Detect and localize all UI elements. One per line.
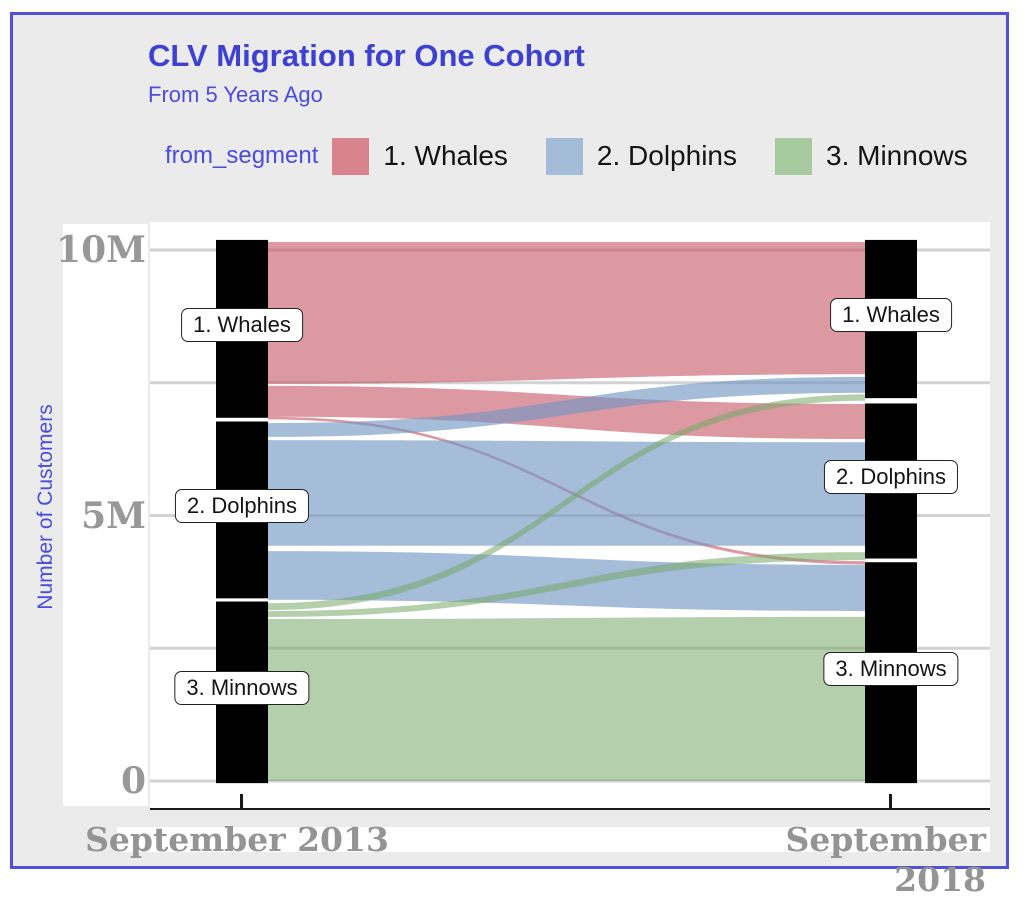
legend-item-minnows: 3. Minnows xyxy=(775,137,968,175)
minnows-swatch-icon xyxy=(775,137,812,175)
legend-label-whales: 1. Whales xyxy=(383,140,508,171)
x-axis-tick-2018 xyxy=(889,794,892,808)
legend-title: from_segment xyxy=(165,142,319,169)
node-label-left-minnows: 3. Minnows xyxy=(174,671,310,706)
node-label-right-minnows: 3. Minnows xyxy=(823,651,959,686)
legend-label-minnows: 3. Minnows xyxy=(826,140,968,171)
plot-panel xyxy=(150,222,990,810)
y-tick-label-10m: 10M xyxy=(56,229,146,271)
flow-minnows-to-minnows xyxy=(268,616,865,781)
y-tick-label-5m: 5M xyxy=(81,494,146,537)
flow-whales-to-whales xyxy=(268,242,865,384)
flow-minnows-to-whales xyxy=(268,394,865,611)
x-axis-label-september-2018: September 2018 xyxy=(785,820,986,899)
legend-item-dolphins: 2. Dolphins xyxy=(545,137,737,175)
x-axis-label-september-2013: September 2013 xyxy=(85,820,389,859)
flow-dolphins-to-whales xyxy=(268,376,865,437)
chart-subtitle: From 5 Years Ago xyxy=(148,82,323,107)
legend-label-dolphins: 2. Dolphins xyxy=(596,140,737,171)
flow-minnows-to-dolphins xyxy=(268,552,865,617)
y-axis-title: Number of Customers xyxy=(34,404,57,610)
node-label-left-dolphins: 2. Dolphins xyxy=(174,488,310,523)
whales-swatch-icon xyxy=(332,137,370,175)
x-axis-tick-2013 xyxy=(240,794,243,808)
x-axis-label-background xyxy=(117,827,990,852)
dolphins-swatch-icon xyxy=(545,137,583,175)
flow-dolphins-to-dolphins xyxy=(268,440,865,546)
y-tick-label-0: 0 xyxy=(120,760,146,802)
chart-title: CLV Migration for One Cohort xyxy=(148,38,585,73)
node-label-right-dolphins: 2. Dolphins xyxy=(823,459,959,494)
y-axis-label-background xyxy=(63,224,148,806)
legend: from_segment 1. Whales 2. Dolphins 3. Mi… xyxy=(165,136,968,176)
legend-item-whales: 1. Whales xyxy=(332,137,508,175)
node-label-right-whales: 1. Whales xyxy=(830,298,952,333)
node-label-left-whales: 1. Whales xyxy=(181,307,303,342)
